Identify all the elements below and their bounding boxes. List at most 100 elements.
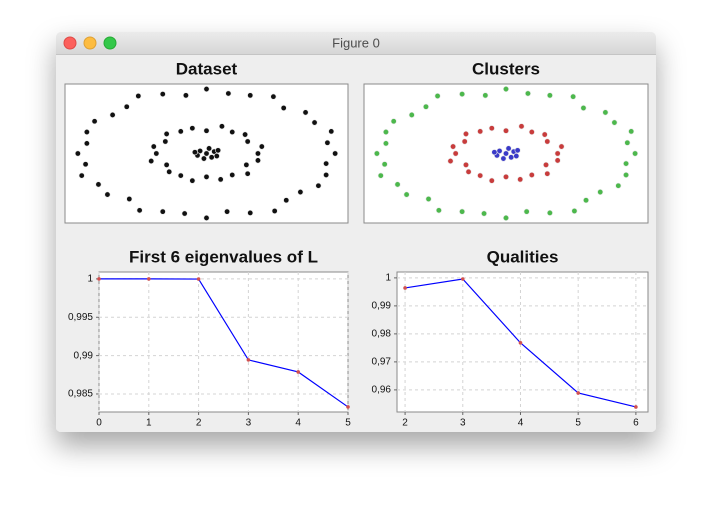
point <box>461 138 468 145</box>
y-tick-label: 0,97 <box>372 357 392 368</box>
point <box>382 129 389 136</box>
point <box>632 150 639 157</box>
marker <box>296 370 301 374</box>
x-tick-label: 2 <box>196 418 202 429</box>
minimize-button[interactable] <box>83 36 97 50</box>
x-tick-label: 6 <box>633 418 639 429</box>
point <box>297 189 304 196</box>
point <box>258 143 265 150</box>
point <box>528 129 535 136</box>
point <box>517 176 524 183</box>
point <box>597 189 604 196</box>
point <box>459 208 466 215</box>
point <box>181 210 188 217</box>
plot-area <box>98 271 349 413</box>
point <box>229 129 236 136</box>
y-tick-label: 0,98 <box>372 329 392 340</box>
point <box>482 92 489 99</box>
point <box>242 131 249 138</box>
point <box>462 130 469 137</box>
point <box>213 153 220 160</box>
zoom-button[interactable] <box>103 36 117 50</box>
point <box>224 208 231 215</box>
point <box>311 119 318 126</box>
point <box>163 161 170 168</box>
x-tick-label: 0 <box>96 418 102 429</box>
point <box>373 150 380 157</box>
point <box>206 145 213 152</box>
point <box>177 172 184 179</box>
point <box>109 111 116 118</box>
point <box>153 150 160 157</box>
point <box>247 92 254 99</box>
point <box>505 145 512 152</box>
point <box>95 181 102 188</box>
point <box>189 177 196 184</box>
point <box>628 128 635 135</box>
point <box>203 150 210 157</box>
point <box>244 170 251 177</box>
point <box>203 214 210 221</box>
point <box>554 150 561 157</box>
point <box>215 147 222 154</box>
point <box>403 191 410 198</box>
point <box>177 128 184 135</box>
point <box>83 140 90 147</box>
point <box>382 140 389 147</box>
point <box>408 111 415 118</box>
point <box>544 138 551 145</box>
point <box>166 168 173 175</box>
point <box>477 172 484 179</box>
point <box>323 171 330 178</box>
point <box>571 207 578 214</box>
marker <box>147 277 151 281</box>
point <box>583 197 590 204</box>
point <box>623 160 630 167</box>
point <box>513 153 520 160</box>
point <box>502 150 509 157</box>
point <box>541 131 548 138</box>
point <box>123 103 130 110</box>
point <box>447 158 454 165</box>
point <box>528 171 535 178</box>
marker <box>97 277 101 281</box>
x-tick-label: 4 <box>295 418 301 429</box>
point <box>243 161 250 168</box>
point <box>422 103 429 110</box>
x-tick-label: 2 <box>402 418 408 429</box>
point <box>159 208 166 215</box>
point <box>280 105 287 112</box>
point <box>435 207 442 214</box>
point <box>126 195 133 202</box>
point <box>390 118 397 125</box>
y-tick-label: 1 <box>87 274 93 285</box>
point <box>381 161 388 168</box>
point <box>247 209 254 216</box>
point <box>218 123 225 130</box>
point <box>229 171 236 178</box>
point <box>434 93 441 100</box>
chart-title: Qualities <box>487 247 559 266</box>
marker <box>346 405 350 409</box>
point <box>283 197 290 204</box>
point <box>254 150 261 157</box>
y-tick-label: 0,99 <box>372 301 392 312</box>
point <box>203 173 210 180</box>
point <box>624 139 631 146</box>
close-button[interactable] <box>63 36 77 50</box>
point <box>488 125 495 132</box>
point <box>514 147 521 154</box>
point <box>459 91 466 98</box>
point <box>83 129 90 136</box>
point <box>150 143 157 150</box>
point <box>163 130 170 137</box>
marker <box>460 277 465 281</box>
point <box>570 93 577 100</box>
marker <box>246 358 251 362</box>
point <box>148 158 155 165</box>
point <box>91 118 98 125</box>
point <box>508 154 515 161</box>
point <box>136 207 143 214</box>
